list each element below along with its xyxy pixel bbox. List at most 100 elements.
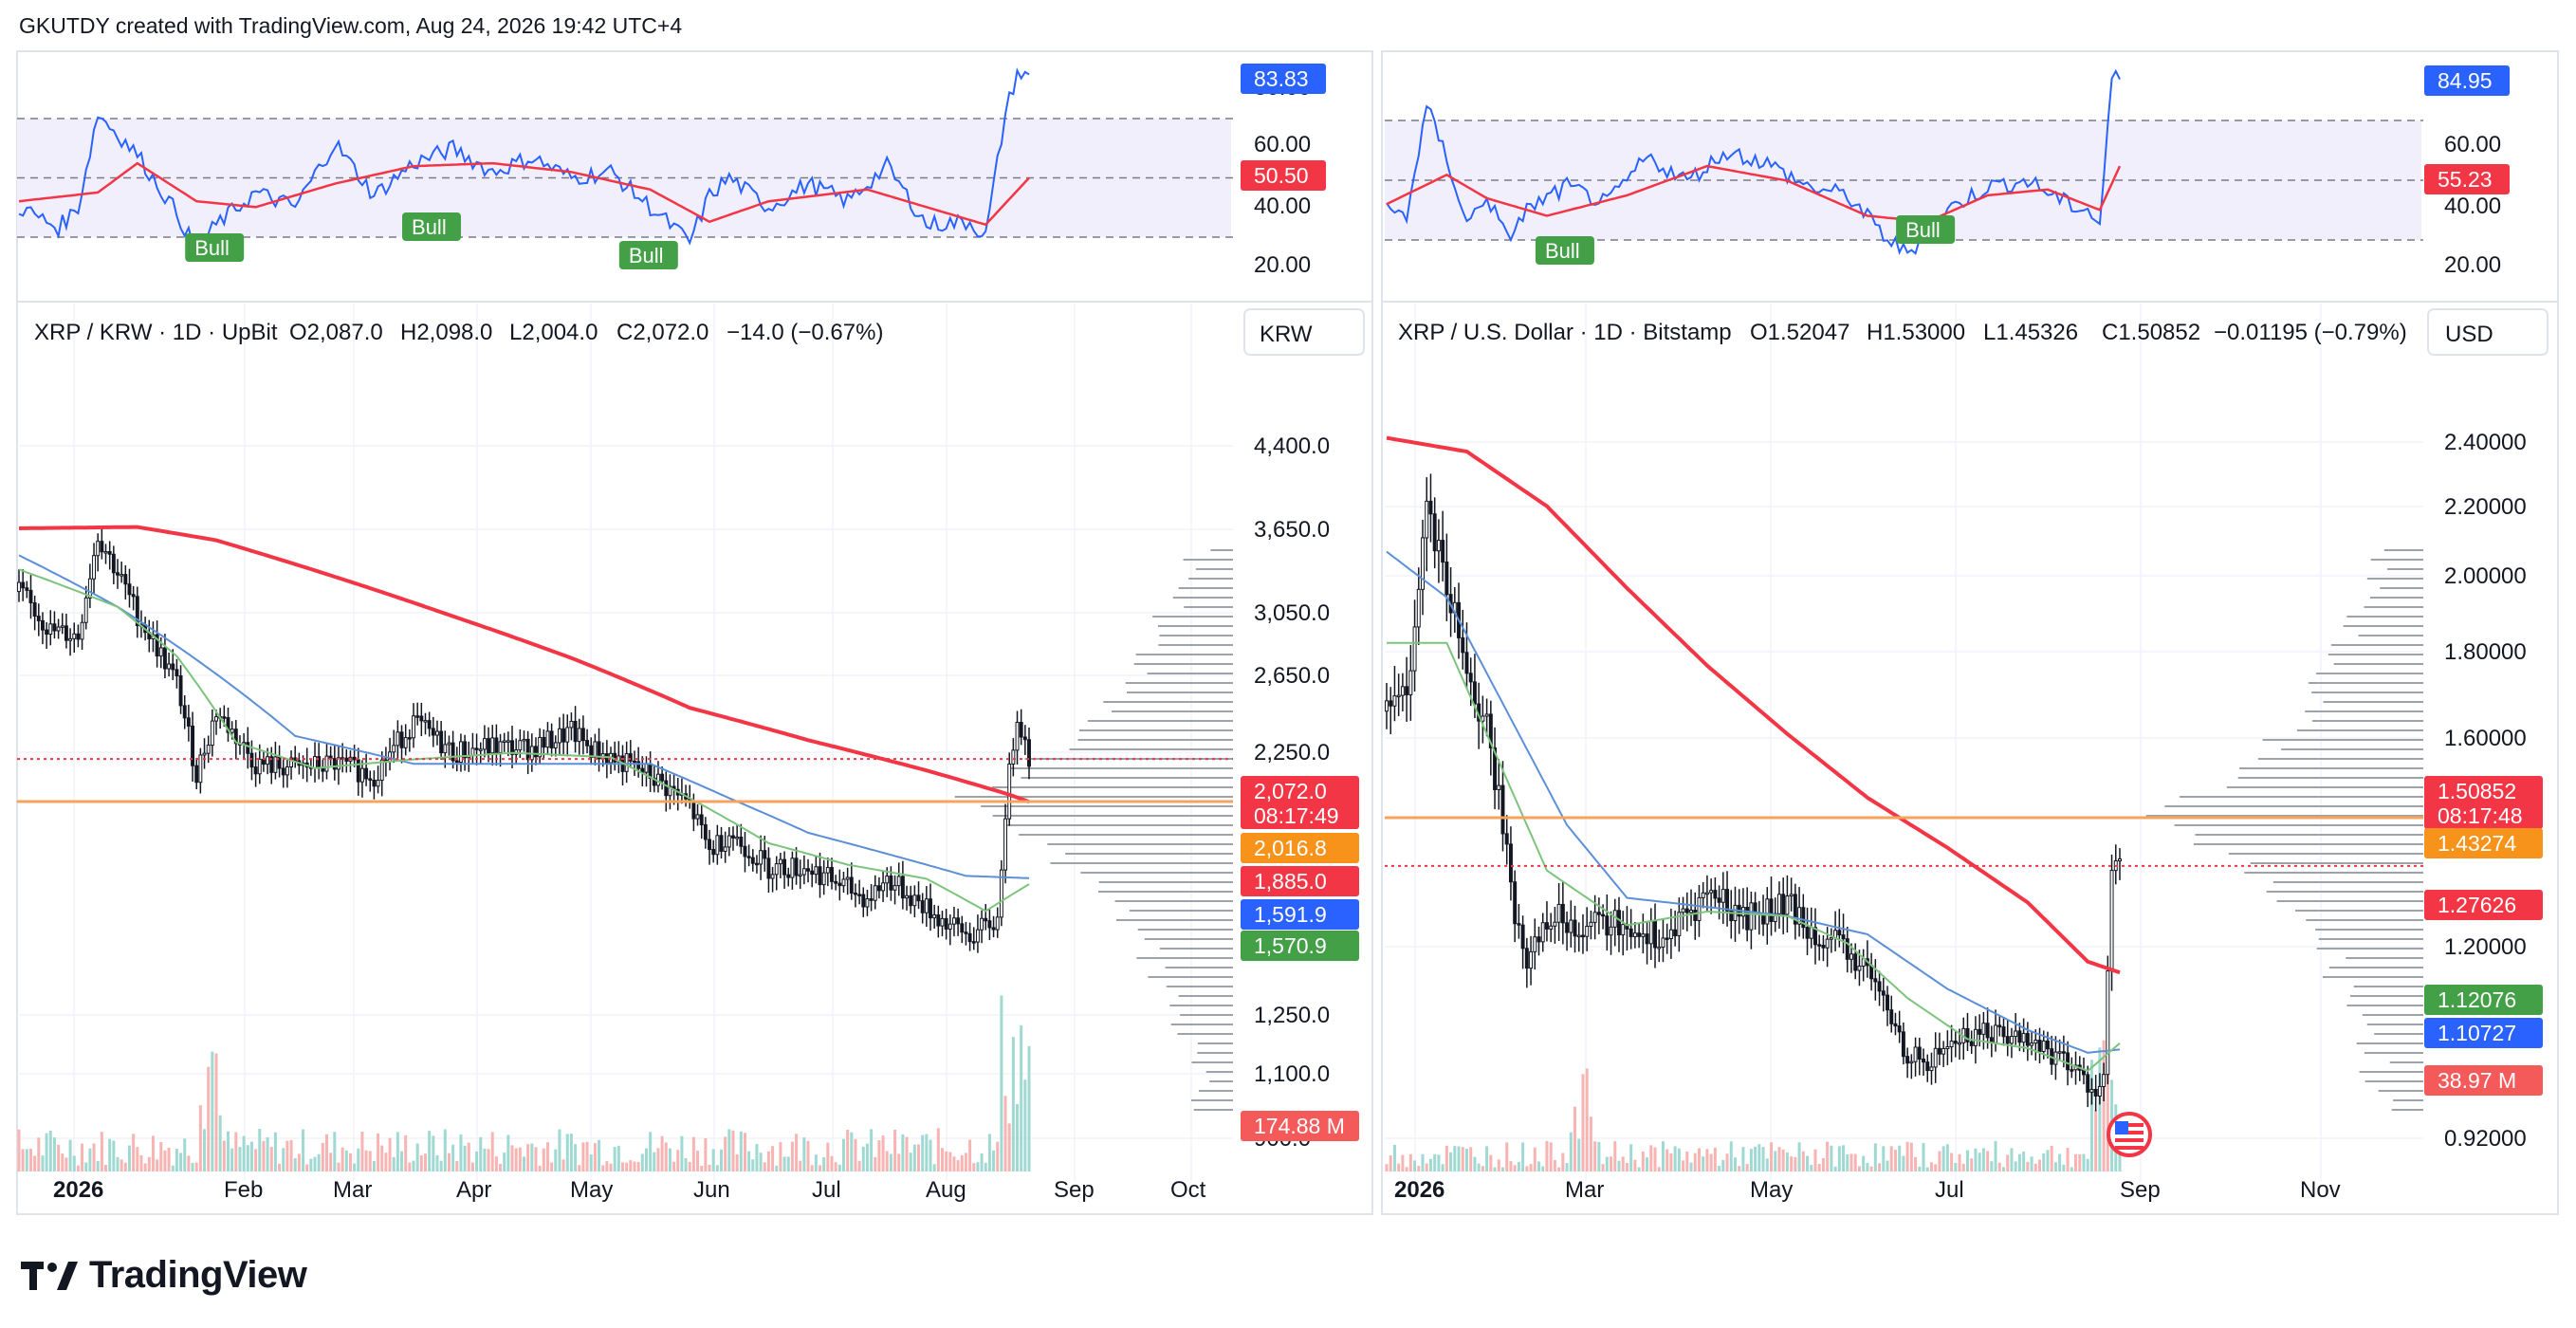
left-price-badge-text: 2,072.0 xyxy=(1254,779,1327,803)
right-volume-bar xyxy=(2038,1159,2042,1171)
left-candle-body xyxy=(782,858,787,876)
left-candle-body xyxy=(999,869,1003,918)
us-flag-icon[interactable] xyxy=(2107,1112,2152,1157)
right-currency-button[interactable] xyxy=(2427,308,2548,356)
left-rsi-ma-value: 50.50 xyxy=(1254,163,1309,188)
right-candle-body xyxy=(1529,950,1534,969)
right-candle-body xyxy=(1504,833,1509,845)
left-volume-bar xyxy=(569,1134,573,1171)
left-candle-body xyxy=(801,868,806,876)
left-volume-bar xyxy=(293,1157,297,1171)
left-y-tick: 4,400.0 xyxy=(1254,433,1330,459)
right-volume-bar xyxy=(1673,1146,1677,1171)
left-candle-body xyxy=(644,763,649,773)
left-candle-body xyxy=(940,917,945,927)
left-candle-body xyxy=(759,850,764,865)
left-volume-bar xyxy=(936,1128,940,1171)
right-volume-bar xyxy=(1846,1154,1849,1171)
right-volume-bar xyxy=(1994,1140,1997,1171)
right-volume-bar xyxy=(1873,1143,1877,1171)
left-candle-body xyxy=(324,755,329,772)
right-ohlc-change: −0.01195 (−0.79%) xyxy=(2214,320,2407,345)
right-volume-bar xyxy=(1821,1158,1825,1171)
left-candle-body xyxy=(549,730,554,748)
left-volume-bar xyxy=(179,1153,183,1171)
left-candle-body xyxy=(281,767,285,776)
right-volume-bar xyxy=(2062,1164,2066,1171)
left-candle-body xyxy=(778,858,782,865)
left-candle-body xyxy=(167,663,172,670)
left-volume-bar xyxy=(874,1156,877,1171)
right-currency-label: USD xyxy=(2445,322,2493,347)
left-volume-bar xyxy=(921,1134,925,1171)
left-volume-bar xyxy=(64,1157,68,1171)
left-candle-body xyxy=(396,731,400,747)
right-candle-body xyxy=(1985,1023,1990,1039)
right-volume-bar xyxy=(1505,1142,1509,1171)
left-ohlc-low: L2,004.0 xyxy=(509,320,598,345)
right-volume-bar xyxy=(1761,1147,1765,1171)
left-volume-bar xyxy=(731,1130,735,1171)
right-candle-body xyxy=(2057,1051,2062,1054)
right-volume-bar xyxy=(1685,1151,1689,1171)
right-candle-body xyxy=(1933,1047,1938,1068)
right-y-tick: 0.92000 xyxy=(2444,1126,2527,1152)
left-ma-line-2 xyxy=(18,554,1030,879)
left-x-tick: May xyxy=(570,1177,613,1203)
right-x-tick: Mar xyxy=(1565,1177,1604,1203)
right-price-badge xyxy=(2424,985,2543,1015)
left-volume-bar xyxy=(960,1154,964,1171)
right-candle-body xyxy=(1661,937,1665,948)
right-bull-label xyxy=(1535,236,1594,265)
left-volume-bar xyxy=(739,1131,743,1171)
left-candle-body xyxy=(45,629,49,636)
right-volume-bar xyxy=(1817,1164,1821,1171)
right-candle-body xyxy=(2089,1088,2094,1093)
left-currency-button[interactable] xyxy=(1243,308,1365,356)
left-chart: Bull Bull Bull 4,400.0 3,650.0 3,050.0 2,650.0… xyxy=(17,64,1359,1203)
left-x-tick: Jun xyxy=(693,1177,730,1203)
left-volume-bar xyxy=(743,1133,746,1171)
right-candle-body xyxy=(1648,920,1653,945)
left-bull-text: Bull xyxy=(412,215,447,239)
right-volume-bar xyxy=(1553,1159,1556,1171)
right-volume-bar xyxy=(1469,1147,1473,1171)
right-candle-body xyxy=(2066,1052,2070,1071)
left-volume-bar xyxy=(996,1141,1000,1171)
right-volume-bar xyxy=(2006,1154,2010,1171)
left-volume-bar xyxy=(317,1153,321,1171)
right-ohlc-high: H1.53000 xyxy=(1867,320,1965,345)
right-candle-body xyxy=(1745,907,1750,931)
right-candle-body xyxy=(2005,1036,2010,1044)
left-volume-bar xyxy=(972,1163,976,1171)
left-volume-bar xyxy=(1003,1096,1007,1171)
left-volume-bar xyxy=(912,1144,916,1171)
right-candle-body xyxy=(1689,910,1694,913)
left-volume-bar xyxy=(897,1153,901,1171)
left-volume-bar xyxy=(423,1153,427,1171)
left-volume-bar xyxy=(357,1148,360,1171)
tradingview-logo[interactable]: TradingView xyxy=(21,1254,307,1297)
left-candle-body xyxy=(399,731,404,748)
left-volume-bar xyxy=(503,1153,506,1171)
left-volume-bar xyxy=(724,1136,727,1171)
left-volume-bar xyxy=(25,1149,28,1171)
right-candle-body xyxy=(1981,1023,1986,1035)
left-volume-bar xyxy=(893,1130,897,1171)
left-volume-bar xyxy=(561,1159,565,1171)
left-volume-bar xyxy=(175,1148,178,1171)
right-price-badge xyxy=(2424,828,2543,858)
left-candle-body xyxy=(924,898,929,913)
left-candle-body xyxy=(72,633,77,639)
right-volume-bar xyxy=(1878,1163,1882,1171)
right-candle-body xyxy=(1524,948,1529,969)
right-volume-bar xyxy=(1461,1147,1464,1171)
left-volume-bar xyxy=(187,1155,191,1171)
left-volume-bar xyxy=(956,1160,960,1171)
right-rsi-tick: 20.00 xyxy=(2444,252,2501,278)
right-volume-bar xyxy=(1886,1160,1889,1171)
right-candle-body xyxy=(1725,889,1730,912)
left-volume-bar xyxy=(61,1153,64,1171)
left-volume-bar xyxy=(428,1131,432,1171)
